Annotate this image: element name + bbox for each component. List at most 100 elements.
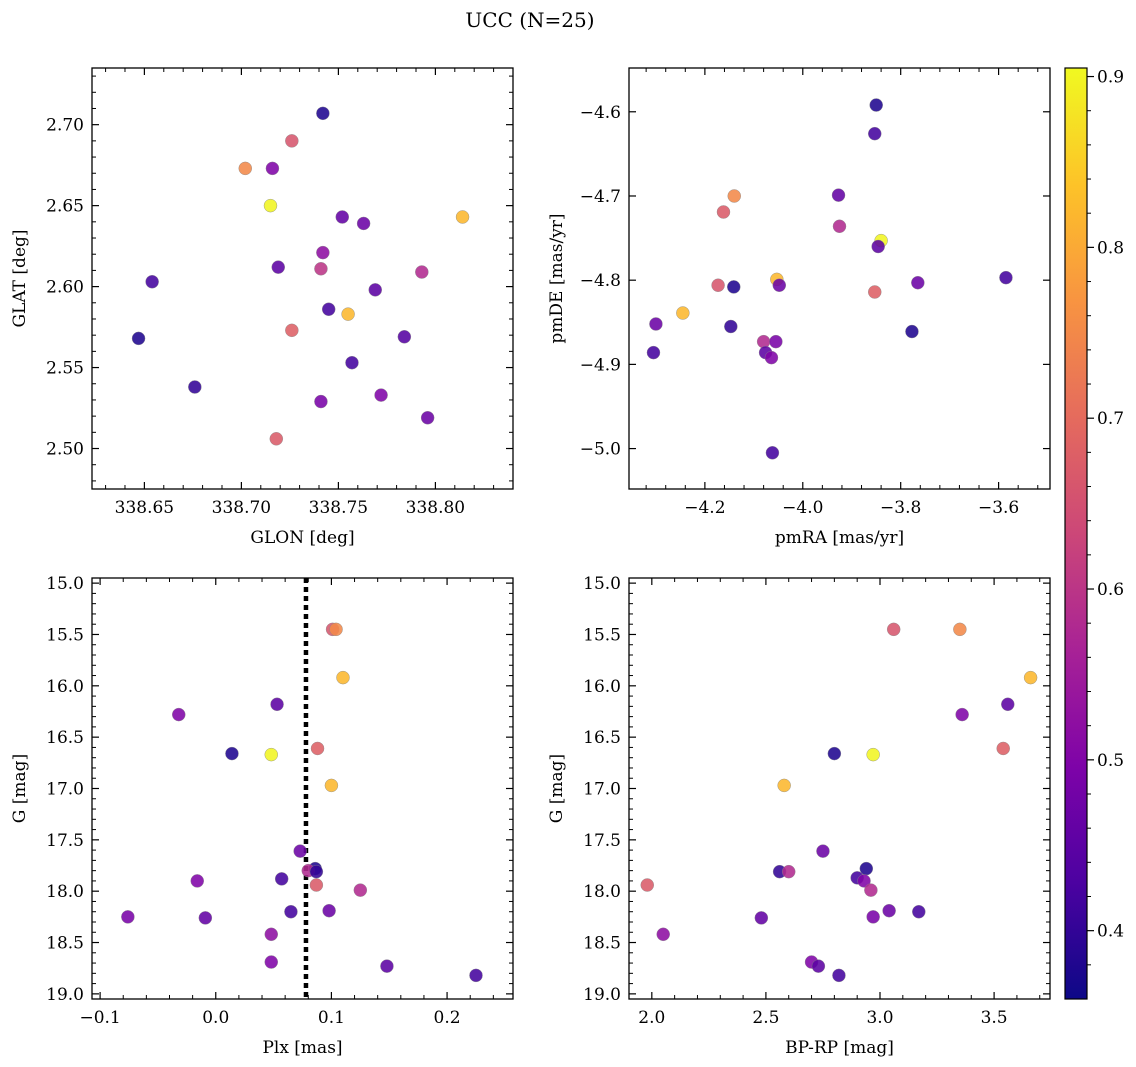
- scatter-point: [263, 198, 278, 213]
- scatter-point: [469, 968, 483, 983]
- axes-frame: [91, 67, 514, 490]
- scatter-point: [886, 622, 901, 637]
- axes-frame: [628, 577, 1051, 1000]
- x-tick-label: 2.0: [638, 1008, 665, 1028]
- ticks: 2.0 2.5 3.0 3.5 15.0 15.5 16.0 16.5 17.0 17.5 18.0…: [583, 574, 1050, 1028]
- y-tick-label: 18.5: [583, 934, 621, 954]
- scatter-point: [420, 411, 435, 425]
- scatter-point: [912, 905, 926, 919]
- scatter-point: [264, 927, 278, 942]
- scatter-points: [646, 98, 1013, 460]
- scatter-point: [335, 210, 349, 224]
- scatter-point: [716, 205, 731, 219]
- y-tick-label: 16.5: [46, 728, 84, 748]
- scatter-point: [415, 265, 429, 279]
- scatter-point: [765, 446, 780, 460]
- y-tick-label: 15.0: [583, 574, 621, 594]
- scatter-point: [284, 905, 298, 919]
- scatter-point: [310, 741, 325, 756]
- colorbar-tick-label: 0.8: [1097, 238, 1124, 258]
- scatter-point: [172, 707, 186, 722]
- x-tick-label: −0.1: [79, 1008, 120, 1028]
- scatter-point: [314, 262, 328, 276]
- ticks: −0.1 0.0 0.1 0.2 15.0 15.5 16.0 16.5 17.0 17.5 18.…: [46, 574, 513, 1028]
- scatter-point: [1023, 670, 1038, 685]
- y-tick-label: 19.0: [46, 985, 84, 1005]
- scatter-point: [811, 959, 826, 973]
- x-axis-label: Plx [mas]: [262, 1038, 342, 1058]
- scatter-point: [374, 388, 388, 402]
- y-tick-label: 2.55: [46, 359, 84, 379]
- y-tick-label: 17.5: [46, 831, 84, 851]
- x-tick-label: 3.5: [981, 1008, 1008, 1028]
- panel-cmd: 2.0 2.5 3.0 3.5 15.0 15.5 16.0 16.5 17.0 17.5 18.0…: [547, 574, 1051, 1058]
- axes-frame: [91, 577, 514, 1000]
- scatter-point: [316, 245, 330, 260]
- colorbar-tick-label: 0.9: [1097, 68, 1124, 88]
- scatter-point: [857, 874, 871, 888]
- scatter-point: [314, 394, 328, 409]
- scatter-point: [832, 968, 846, 983]
- scatter-point: [764, 350, 779, 365]
- scatter-point: [274, 872, 289, 886]
- y-tick-label: 2.50: [46, 440, 84, 460]
- scatter-point: [727, 280, 741, 294]
- scatter-point: [356, 216, 371, 231]
- scatter-point: [329, 622, 343, 637]
- y-axis-label: G [mag]: [547, 754, 567, 823]
- scatter-point: [832, 219, 847, 233]
- scatter-point: [649, 317, 663, 331]
- y-tick-label: 15.5: [583, 625, 621, 645]
- scatter-point: [772, 278, 786, 292]
- x-tick-label: −3.6: [978, 498, 1019, 518]
- scatter-point: [646, 345, 661, 360]
- scatter-point: [864, 883, 878, 897]
- scatter-point: [999, 270, 1013, 285]
- y-tick-label: 16.0: [46, 677, 84, 697]
- x-axis-label: GLON [deg]: [250, 528, 354, 548]
- scatter-point: [724, 319, 738, 334]
- y-tick-label: 2.60: [46, 278, 84, 298]
- scatter-point: [711, 278, 725, 292]
- x-tick-label: 338.70: [212, 498, 271, 518]
- scatter-point: [270, 697, 284, 711]
- panel-proper-motion: −4.2 −4.0 −3.8 −3.6 −4.6 −4.7 −4.8 −4.9 −5.0 pmRA…: [547, 67, 1051, 548]
- scatter-point: [754, 911, 769, 925]
- y-tick-label: −4.8: [580, 271, 621, 291]
- x-tick-label: 0.0: [202, 1008, 229, 1028]
- scatter-point: [727, 189, 741, 203]
- y-axis-label: G [mag]: [10, 754, 30, 823]
- panel-position: 338.65 338.70 338.75 338.80 2.50 2.55 2.60 2.65…: [10, 67, 514, 548]
- scatter-point: [345, 356, 359, 370]
- scatter-point: [953, 622, 967, 637]
- scatter-point: [321, 302, 336, 316]
- scatter-point: [285, 323, 299, 338]
- scatter-point: [264, 747, 278, 762]
- y-tick-label: 2.70: [46, 116, 84, 136]
- x-tick-label: 338.80: [406, 498, 465, 518]
- scatter-point: [316, 106, 330, 121]
- scatter-point: [868, 285, 882, 299]
- ticks: −4.2 −4.0 −3.8 −3.6 −4.6 −4.7 −4.8 −4.9 −5.0: [580, 68, 1050, 518]
- x-axis-label: BP-RP [mag]: [785, 1038, 894, 1058]
- y-axis-label: GLAT [deg]: [10, 229, 30, 327]
- colorbar-tick-label: 0.4: [1097, 922, 1124, 942]
- scatter-point: [198, 911, 213, 925]
- y-tick-label: 17.5: [583, 831, 621, 851]
- scatter-point: [322, 903, 336, 918]
- y-tick-label: 16.5: [583, 728, 621, 748]
- scatter-point: [769, 334, 783, 349]
- scatter-point: [353, 883, 368, 897]
- scatter-point: [188, 380, 202, 394]
- x-tick-label: 3.0: [866, 1008, 893, 1028]
- scatter-point: [996, 741, 1010, 756]
- scatter-point: [225, 746, 239, 761]
- y-tick-label: −4.9: [580, 355, 621, 375]
- scatter-point: [145, 275, 159, 289]
- scatter-point: [269, 432, 284, 446]
- scatter-point: [782, 864, 796, 879]
- y-tick-label: 18.5: [46, 934, 84, 954]
- scatter-point: [869, 98, 883, 112]
- scatter-point: [831, 188, 846, 202]
